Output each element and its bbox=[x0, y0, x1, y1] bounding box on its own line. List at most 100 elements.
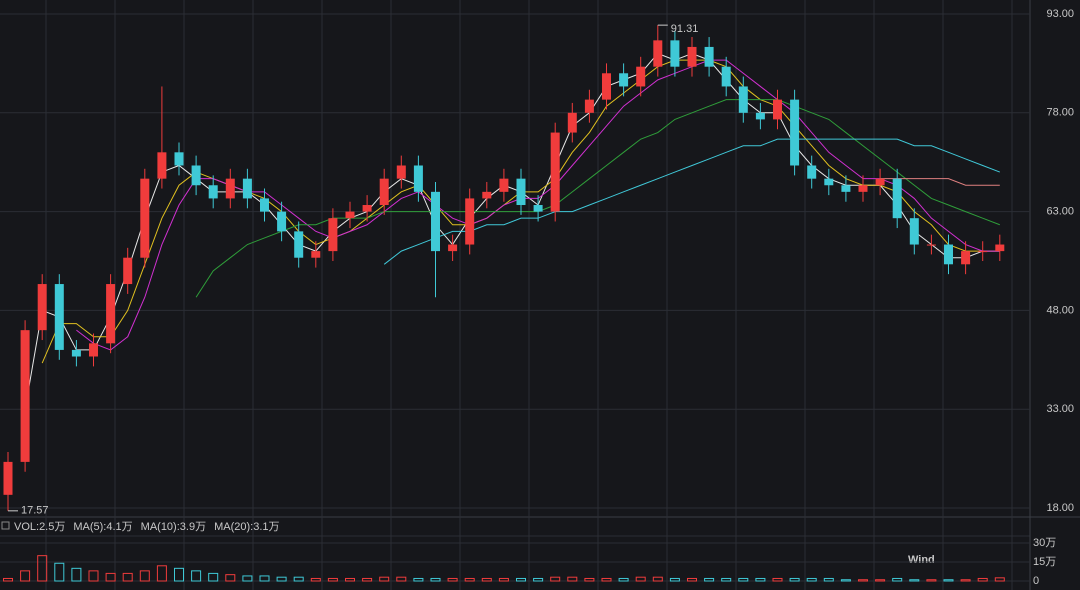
volume-bar bbox=[755, 577, 766, 582]
candle-body bbox=[311, 251, 321, 258]
candle-body bbox=[3, 461, 13, 495]
candle-body bbox=[294, 231, 304, 258]
candle-body bbox=[978, 251, 988, 253]
volume-bar bbox=[430, 577, 441, 582]
candle-body bbox=[926, 244, 936, 246]
volume-bar bbox=[840, 579, 851, 582]
volume-bar bbox=[362, 577, 373, 582]
volume-bar bbox=[772, 577, 783, 582]
volume-bar bbox=[960, 579, 971, 582]
volume-bar bbox=[875, 579, 886, 582]
candle-body bbox=[704, 46, 714, 67]
volume-bar bbox=[3, 577, 13, 582]
candle-body bbox=[499, 178, 509, 192]
ma-line bbox=[24, 52, 1000, 410]
candle-body bbox=[841, 185, 851, 192]
volume-bar bbox=[789, 577, 800, 582]
volume-bar bbox=[601, 577, 612, 582]
candle-body bbox=[619, 73, 629, 87]
volume-bar bbox=[276, 576, 287, 582]
volume-bar bbox=[174, 567, 184, 582]
candle-body bbox=[379, 178, 389, 206]
volume-bar bbox=[54, 562, 65, 582]
candle-body bbox=[37, 284, 47, 331]
volume-bar bbox=[584, 577, 595, 582]
y-tick-label: 93.00 bbox=[1046, 8, 1074, 20]
candle-body bbox=[174, 152, 184, 166]
volume-bar bbox=[345, 577, 355, 582]
volume-bar bbox=[823, 577, 834, 582]
candle-body bbox=[738, 86, 748, 113]
volume-bar bbox=[37, 555, 48, 582]
candle-body bbox=[482, 191, 492, 199]
min-label: 17.57 bbox=[21, 505, 49, 517]
volume-bar bbox=[396, 576, 407, 582]
candle-body bbox=[260, 198, 269, 212]
candle-body bbox=[208, 185, 218, 199]
candle-body bbox=[636, 66, 646, 87]
candle-body bbox=[961, 251, 971, 265]
volume-bar bbox=[635, 576, 646, 582]
candle-body bbox=[790, 99, 800, 166]
volume-bar bbox=[704, 577, 715, 582]
candle-body bbox=[106, 284, 116, 344]
y-tick-label: 78.00 bbox=[1046, 107, 1074, 119]
volume-bar bbox=[156, 565, 167, 582]
volume-bar bbox=[550, 576, 561, 582]
candle-body bbox=[550, 132, 560, 212]
candle-body bbox=[157, 152, 167, 179]
watermark: Wind bbox=[908, 554, 935, 566]
volume-bar bbox=[618, 577, 629, 582]
candle-body bbox=[328, 218, 338, 252]
candle-body bbox=[567, 112, 577, 133]
candle-body bbox=[225, 178, 235, 199]
volume-bar bbox=[242, 575, 253, 582]
candle-body bbox=[533, 205, 543, 212]
volume-bar bbox=[721, 577, 732, 582]
candle-body bbox=[944, 244, 953, 265]
volume-bar bbox=[20, 570, 31, 582]
candle-body bbox=[89, 343, 98, 357]
volume-bar bbox=[994, 577, 1005, 582]
candle-body bbox=[653, 40, 663, 67]
volume-header: VOL:2.5万 bbox=[14, 521, 65, 533]
volume-bar bbox=[105, 572, 116, 582]
candle-body bbox=[140, 178, 150, 258]
candle-body bbox=[123, 257, 133, 285]
panel-icon bbox=[1, 521, 10, 530]
candle-body bbox=[362, 205, 372, 212]
candle-body bbox=[396, 165, 406, 179]
candle-body bbox=[277, 211, 287, 232]
volume-bar bbox=[327, 577, 338, 582]
volume-bar bbox=[533, 577, 544, 582]
candle-body bbox=[721, 66, 731, 87]
candle-body bbox=[191, 165, 201, 186]
volume-bar bbox=[139, 570, 150, 582]
volume-bar bbox=[447, 577, 458, 582]
volume-bar bbox=[191, 570, 202, 582]
volume-bar bbox=[738, 577, 749, 582]
volume-bar bbox=[259, 575, 270, 582]
y-tick-label: 63.00 bbox=[1046, 206, 1074, 218]
candle-body bbox=[413, 165, 423, 192]
volume-bar bbox=[926, 579, 937, 582]
volume-bar bbox=[977, 577, 988, 582]
candle-body bbox=[602, 73, 611, 100]
candle-body bbox=[773, 99, 782, 120]
candle-body bbox=[687, 46, 697, 67]
volume-bar bbox=[909, 579, 920, 582]
candle-body bbox=[909, 218, 919, 245]
volume-bar bbox=[379, 576, 390, 582]
y-tick-label: 18.00 bbox=[1046, 502, 1074, 514]
volume-header: MA(5):4.1万 bbox=[73, 521, 132, 533]
candle-body bbox=[448, 244, 458, 252]
candle-body bbox=[755, 112, 765, 120]
ma-line bbox=[383, 138, 1000, 265]
volume-bar bbox=[498, 577, 509, 582]
candle-body bbox=[516, 178, 526, 206]
volume-bar bbox=[122, 572, 133, 582]
y-tick-label: 33.00 bbox=[1046, 403, 1074, 415]
volume-bar bbox=[892, 577, 903, 582]
candle-body bbox=[824, 178, 834, 186]
